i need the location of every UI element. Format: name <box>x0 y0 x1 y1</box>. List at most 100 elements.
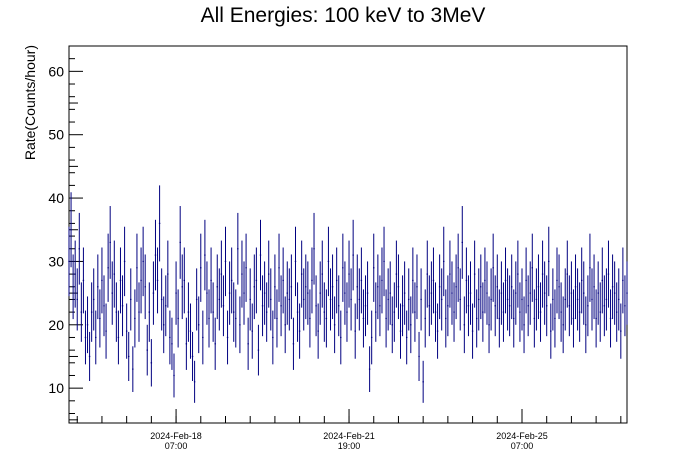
data-point <box>564 268 566 331</box>
data-point <box>478 268 480 331</box>
data-point <box>292 317 295 370</box>
data-point <box>381 247 383 314</box>
data-point <box>449 240 451 308</box>
data-point <box>138 282 140 342</box>
data-point <box>412 247 414 314</box>
data-point <box>420 268 422 331</box>
data-point <box>432 247 435 314</box>
data-point <box>327 226 330 297</box>
data-points <box>68 185 628 403</box>
data-point <box>204 219 206 291</box>
x-tick-label-time: 07:00 <box>165 441 188 451</box>
data-point <box>72 254 74 320</box>
y-tick-label: 10 <box>48 380 64 396</box>
data-point <box>443 226 445 297</box>
data-point <box>601 247 603 314</box>
data-point <box>290 254 293 320</box>
data-point <box>128 331 130 382</box>
data-point <box>440 268 443 331</box>
data-point <box>321 240 323 308</box>
data-point <box>438 254 441 320</box>
data-point <box>105 303 107 359</box>
data-point <box>492 233 494 302</box>
data-point <box>284 296 286 354</box>
data-point <box>350 268 352 331</box>
y-tick-label: 30 <box>48 253 64 269</box>
data-point <box>358 268 361 331</box>
data-point <box>154 219 157 291</box>
data-point <box>517 240 519 308</box>
data-point <box>222 275 225 337</box>
data-point <box>315 275 317 337</box>
data-point <box>165 275 167 337</box>
data-point <box>189 303 192 359</box>
data-point <box>352 219 354 291</box>
data-point <box>418 331 420 382</box>
data-point <box>451 261 453 325</box>
data-point <box>303 268 305 331</box>
data-point <box>140 247 142 314</box>
data-point <box>377 254 379 320</box>
data-point <box>535 268 538 331</box>
data-point <box>525 247 527 314</box>
data-point <box>373 233 375 302</box>
data-point <box>389 261 391 325</box>
data-point <box>566 240 568 308</box>
data-point <box>111 261 113 325</box>
data-point <box>603 275 606 337</box>
data-point <box>255 247 258 314</box>
data-point <box>480 254 482 320</box>
data-point <box>288 268 291 331</box>
data-point <box>556 247 558 314</box>
data-point <box>393 282 396 342</box>
data-point <box>183 247 186 314</box>
data-point <box>570 261 573 325</box>
data-point <box>317 303 319 359</box>
data-point <box>76 268 78 331</box>
data-point <box>387 268 389 331</box>
data-point <box>379 275 381 337</box>
data-point <box>214 317 216 370</box>
data-point <box>130 268 132 331</box>
data-point <box>498 289 501 348</box>
data-point <box>537 254 540 320</box>
data-point <box>82 247 85 314</box>
data-point <box>272 310 274 365</box>
data-point <box>331 254 334 320</box>
data-point <box>335 247 338 314</box>
data-point <box>405 310 408 365</box>
data-point <box>305 254 307 320</box>
data-point <box>490 268 492 331</box>
data-point <box>568 275 571 337</box>
data-point <box>348 240 350 308</box>
data-point <box>560 282 562 342</box>
y-tick-label: 60 <box>48 63 64 79</box>
data-point <box>426 240 428 308</box>
data-point <box>95 310 97 365</box>
data-point <box>179 206 181 279</box>
data-point <box>447 275 449 337</box>
data-point <box>605 268 608 331</box>
data-point <box>550 303 552 359</box>
data-point <box>385 289 387 348</box>
data-point <box>300 240 303 308</box>
data-point <box>93 268 95 331</box>
data-point <box>424 289 426 348</box>
data-point <box>119 247 122 314</box>
data-point <box>261 275 264 337</box>
data-point <box>562 296 564 354</box>
data-point <box>97 254 99 320</box>
data-point <box>397 254 400 320</box>
data-point <box>500 261 503 325</box>
data-point <box>90 282 93 342</box>
data-point <box>78 212 80 285</box>
data-point <box>218 268 221 331</box>
data-point <box>134 289 136 348</box>
data-point <box>368 346 371 392</box>
data-point <box>583 261 585 325</box>
data-point <box>533 289 536 348</box>
data-point <box>282 247 284 314</box>
data-point <box>360 247 363 314</box>
